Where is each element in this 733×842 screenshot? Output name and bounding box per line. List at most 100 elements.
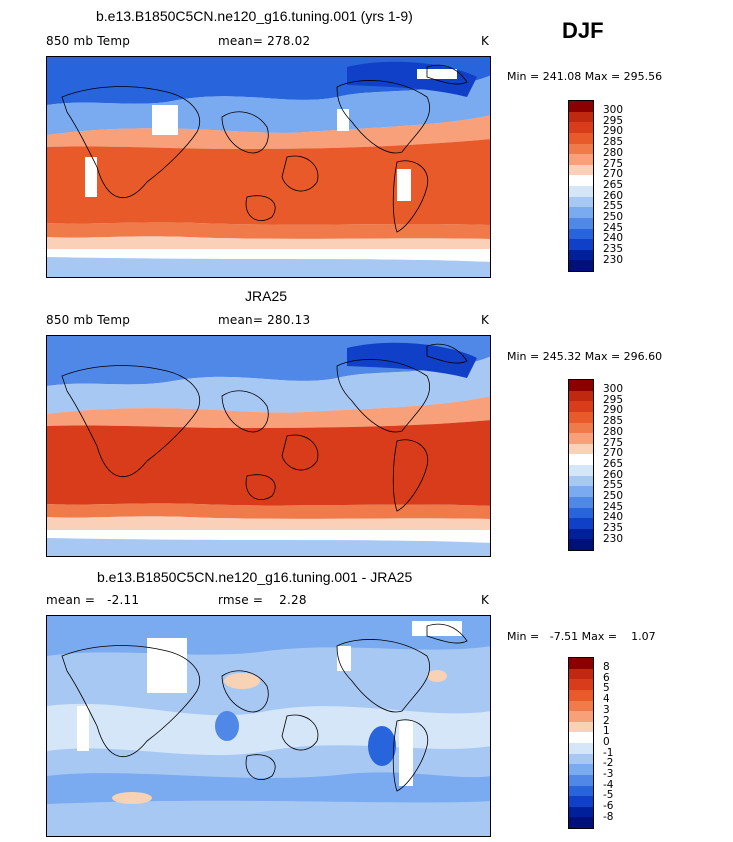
colorbar-swatch (569, 186, 593, 197)
panel-1-cb-label: 265 (603, 178, 624, 191)
panel-2-colorbar-swatches (569, 380, 593, 550)
panel-3-cb-label: 2 (603, 714, 610, 727)
colorbar-swatch (569, 454, 593, 465)
panel-1-cb-label: 280 (603, 146, 624, 159)
panel-1-cb-label: 235 (603, 243, 624, 256)
panel-3-cb-label: 5 (603, 682, 610, 695)
colorbar-swatch (569, 390, 593, 402)
colorbar-swatch (569, 679, 593, 690)
panel-1-variable-label: 850 mb Temp (46, 34, 131, 48)
colorbar-swatch (569, 732, 593, 743)
panel-2-cb-label: 290 (603, 404, 624, 417)
panel-3-rmse-label: rmse = 2.28 (218, 593, 307, 607)
panel-1-colorbar-swatches (569, 101, 593, 271)
panel-3-cb-label: -4 (603, 778, 614, 791)
colorbar-swatch (569, 806, 593, 818)
colorbar-swatch (569, 507, 593, 519)
colorbar-swatch (569, 154, 593, 165)
panel-3-units-label: K (481, 593, 490, 607)
panel-1-cb-label: 285 (603, 136, 624, 149)
colorbar-swatch (569, 143, 593, 155)
colorbar-swatch (569, 475, 593, 487)
panel-1-cb-label: 260 (603, 189, 624, 202)
panel-1-cb-label: 240 (603, 232, 624, 245)
colorbar-swatch (569, 411, 593, 423)
colorbar-swatch (569, 433, 593, 444)
colorbar-swatch (569, 111, 593, 123)
panel-2-cb-label: 300 (603, 383, 624, 395)
colorbar-swatch (569, 743, 593, 754)
colorbar-swatch (569, 817, 593, 828)
panel-3-cb-label: -1 (603, 746, 614, 759)
colorbar-swatch (569, 239, 593, 250)
colorbar-swatch (569, 496, 593, 508)
panel-3-cb-label: 0 (603, 735, 610, 748)
colorbar-swatch (569, 486, 593, 497)
panel-1-cb-label: 300 (603, 104, 624, 116)
colorbar-swatch (569, 465, 593, 476)
panel-2-cb-label: 295 (603, 393, 624, 406)
panel-3-cb-label: 1 (603, 725, 610, 738)
panel-3-map-svg (47, 616, 490, 836)
colorbar-swatch (569, 689, 593, 701)
panel-3-mean-label: mean = -2.11 (46, 593, 140, 607)
panel-2-cb-label: 285 (603, 415, 624, 428)
panel-1-map (46, 56, 491, 278)
colorbar-swatch (569, 401, 593, 412)
panel-2-cb-label: 230 (603, 532, 624, 545)
panel-1-cb-label: 250 (603, 211, 624, 223)
colorbar-swatch (569, 228, 593, 240)
colorbar-swatch (569, 658, 593, 669)
panel-1-cb-label: 270 (603, 168, 624, 181)
colorbar-swatch (569, 132, 593, 144)
season-label: DJF (562, 18, 604, 43)
colorbar-swatch (569, 249, 593, 261)
panel-1-cb-label: 245 (603, 221, 624, 234)
colorbar-swatch (569, 539, 593, 550)
colorbar-swatch (569, 443, 593, 455)
panel-1-cb-label: 230 (603, 253, 624, 266)
panel-2-map (46, 335, 491, 557)
panel-3-cb-label: 3 (603, 703, 610, 716)
panel-2-title: JRA25 (245, 288, 288, 304)
panel-2-cb-label: 250 (603, 490, 624, 502)
panel-3-cb-label: -8 (603, 810, 614, 823)
panel-2-variable-label: 850 mb Temp (46, 313, 131, 327)
panel-2-units-label: K (481, 313, 490, 327)
panel-3-cb-label: 6 (603, 671, 610, 684)
panel-1-cb-label: 290 (603, 125, 624, 138)
colorbar-swatch (569, 700, 593, 712)
panel-2-minmax: Min = 245.32 Max = 296.60 (507, 350, 663, 363)
colorbar-swatch (569, 164, 593, 176)
panel-3-map (46, 615, 491, 837)
colorbar-swatch (569, 774, 593, 786)
colorbar-swatch (569, 260, 593, 271)
panel-3-cb-label: -6 (603, 800, 614, 813)
panel-2-cb-label: 280 (603, 425, 624, 438)
panel-3-colorbar-swatches (569, 658, 593, 828)
panel-1-minmax: Min = 241.08 Max = 295.56 (507, 70, 663, 83)
colorbar-swatch (569, 175, 593, 186)
colorbar-swatch (569, 668, 593, 680)
colorbar-swatch (569, 528, 593, 540)
panel-3-cb-label: -2 (603, 757, 614, 770)
colorbar-swatch (569, 796, 593, 807)
panel-2-map-svg (47, 336, 490, 556)
panel-2-cb-label: 240 (603, 511, 624, 524)
panel-2-cb-label: 245 (603, 500, 624, 513)
colorbar-swatch (569, 217, 593, 229)
panel-2-cb-label: 260 (603, 468, 624, 481)
panel-1-title: b.e13.B1850C5CN.ne120_g16.tuning.001 (yr… (96, 8, 413, 24)
panel-2-colorbar (568, 379, 594, 551)
colorbar-swatch (569, 101, 593, 112)
panel-1-mean-label: mean= 278.02 (218, 34, 311, 48)
colorbar-swatch (569, 380, 593, 391)
panel-1-map-svg (47, 57, 490, 277)
colorbar-swatch (569, 518, 593, 529)
panel-3-title: b.e13.B1850C5CN.ne120_g16.tuning.001 - J… (97, 569, 413, 585)
colorbar-swatch (569, 721, 593, 733)
panel-3-cb-label: 4 (603, 693, 610, 706)
panel-2-cb-label: 255 (603, 479, 624, 492)
panel-1-cb-label: 275 (603, 157, 624, 170)
panel-2-mean-label: mean= 280.13 (218, 313, 311, 327)
